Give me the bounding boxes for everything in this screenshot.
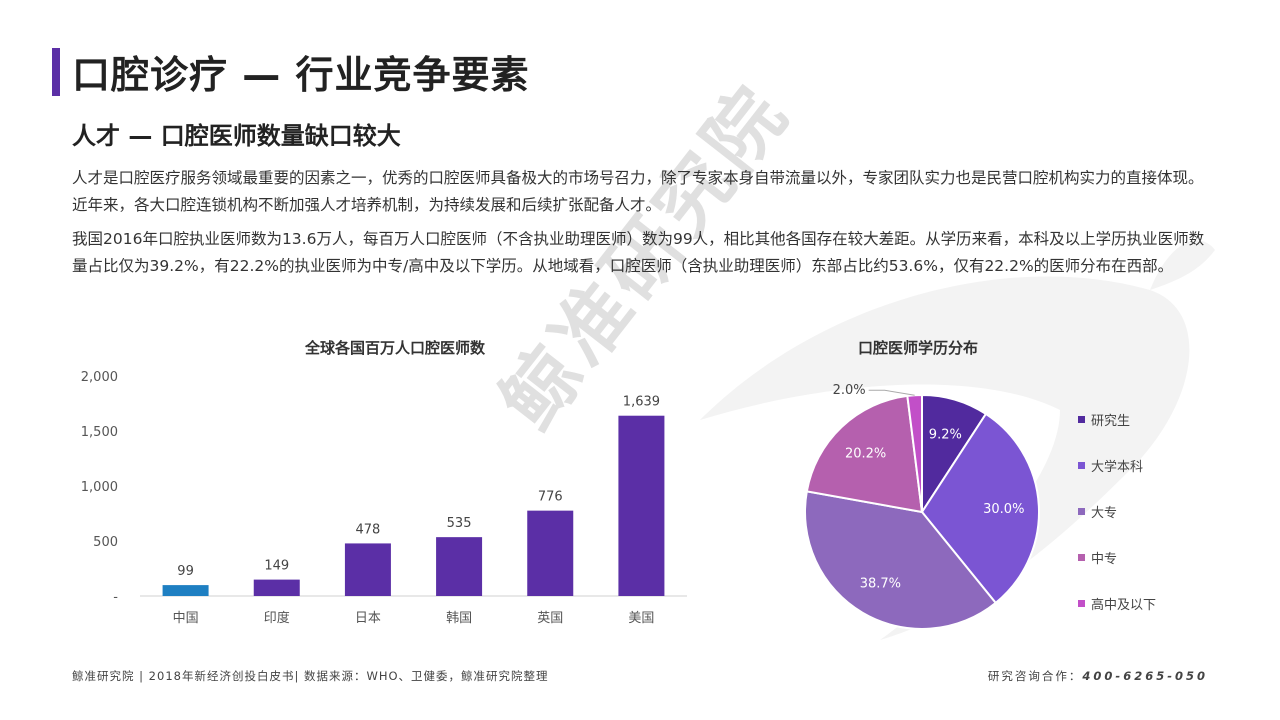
legend-swatch <box>1078 599 1085 607</box>
legend-swatch <box>1078 415 1085 423</box>
footer-source: 鲸准研究院 | 2018年新经济创投白皮书| 数据来源：WHO、卫健委，鲸准研究… <box>72 669 549 683</box>
x-tick-label: 日本 <box>355 611 381 626</box>
y-tick-label: 1,500 <box>81 425 118 440</box>
legend-label: 研究生 <box>1091 413 1131 429</box>
x-tick-label: 印度 <box>264 610 290 626</box>
pie-chart-title: 口腔医师学历分布 <box>858 339 979 357</box>
bar-chart-title: 全球各国百万人口腔医师数 <box>305 339 486 357</box>
title-accent-bar <box>52 48 60 96</box>
legend-item: 大学本科 <box>1078 442 1156 488</box>
y-tick-label: 1,000 <box>81 480 118 495</box>
legend-swatch <box>1078 553 1085 561</box>
pie-slice-2 <box>920 412 1040 605</box>
x-tick-label: 韩国 <box>446 611 472 626</box>
bar-value-label: 99 <box>177 564 194 579</box>
legend-label: 大学本科 <box>1091 459 1144 475</box>
legend-swatch <box>1078 507 1085 515</box>
body-paragraph-2: 我国2016年口腔执业医师数为13.6万人，每百万人口腔医师（不含执业助理医师）… <box>72 230 1205 275</box>
pie-chart: 9.2% 30.0% 38.7% 20.2% 2.0% <box>804 383 1040 630</box>
x-tick-label: 美国 <box>628 611 654 626</box>
bar-chart: - 500 1,000 1,500 2,000 99 中国 149 印度 478 日本 535 韩国 77… <box>81 370 687 626</box>
pie-leader-line <box>868 389 915 396</box>
legend-label: 中专 <box>1091 551 1118 567</box>
bar-1 <box>162 585 209 596</box>
pie-value-label: 38.7% <box>860 577 901 592</box>
bar-value-label: 149 <box>264 559 289 574</box>
y-tick-label: 500 <box>93 535 118 550</box>
bar-2 <box>253 579 300 596</box>
body-paragraph-1: 人才是口腔医疗服务领域最重要的因素之一，优秀的口腔医师具备极大的市场号召力，除了… <box>72 169 1204 214</box>
pie-slice-4 <box>805 394 924 514</box>
bar-value-label: 478 <box>356 522 381 537</box>
pie-value-label: 2.0% <box>833 383 866 398</box>
bar-6 <box>618 415 665 596</box>
legend-item: 高中及以下 <box>1078 580 1156 626</box>
legend-label: 高中及以下 <box>1091 597 1157 613</box>
x-tick-label: 英国 <box>537 611 563 626</box>
y-tick-label: - <box>113 590 118 605</box>
bar-value-label: 776 <box>538 490 563 505</box>
contact-label: 研究咨询合作： <box>987 669 1083 683</box>
pie-value-label: 9.2% <box>929 427 962 442</box>
page-title: 口腔诊疗 — 行业竞争要素 <box>72 53 530 97</box>
bar-4 <box>436 537 483 596</box>
pie-slice-5 <box>906 393 923 513</box>
legend-item: 中专 <box>1078 534 1156 580</box>
pie-slice-3 <box>804 490 998 630</box>
bar-value-label: 535 <box>447 516 472 531</box>
legend-item: 研究生 <box>1078 396 1156 442</box>
legend-item: 大专 <box>1078 488 1156 534</box>
contact-phone: 400-6265-050 <box>1082 669 1208 683</box>
pie-value-label: 20.2% <box>845 447 886 462</box>
y-tick-label: 2,000 <box>81 370 118 385</box>
bar-value-label: 1,639 <box>623 395 660 410</box>
bar-3 <box>344 543 391 596</box>
legend-swatch <box>1078 461 1085 469</box>
footer-contact: 研究咨询合作：400-6265-050 <box>988 668 1208 684</box>
legend-label: 大专 <box>1091 505 1118 521</box>
x-tick-label: 中国 <box>173 611 199 626</box>
pie-value-label: 30.0% <box>983 502 1024 517</box>
bar-5 <box>527 510 574 596</box>
pie-legend: 研究生大学本科大专中专高中及以下 <box>1078 396 1156 626</box>
section-subtitle: 人才 — 口腔医师数量缺口较大 <box>72 122 401 150</box>
